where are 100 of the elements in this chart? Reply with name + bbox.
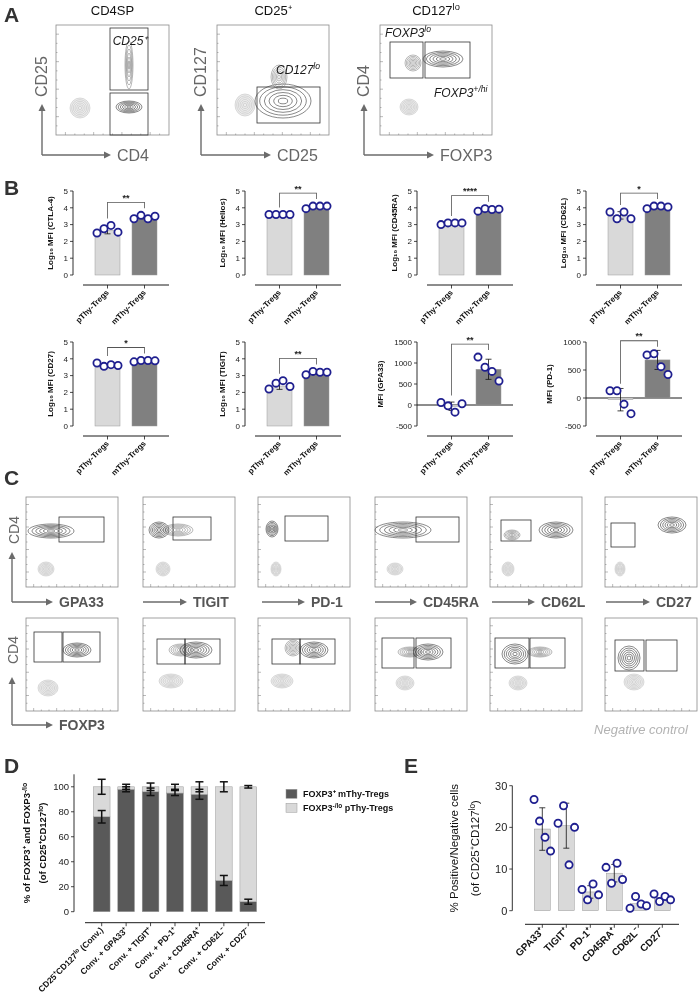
annotation: * <box>637 183 642 194</box>
text: CD4SP <box>90 2 135 18</box>
category-label: GPA33 <box>59 593 105 610</box>
y-tick-label: 30 <box>495 779 508 792</box>
text: E <box>404 754 419 777</box>
y-tick-label: 3 <box>407 220 413 230</box>
y-tick-label: 20 <box>58 881 69 893</box>
text: FOXP3$^{+/hi}$ <box>434 84 489 100</box>
category-label: CD62L <box>541 593 586 610</box>
text: CD127$^{lo}$ <box>275 61 321 77</box>
y-tick-label: 1 <box>63 405 69 414</box>
y-tick-label: 0 <box>63 906 69 918</box>
annotation: ** <box>466 334 474 345</box>
y-tick-label: 5 <box>576 186 582 196</box>
category-label: CD27 <box>656 593 693 610</box>
category-label: PD-1 <box>311 593 344 610</box>
text: CD4 <box>354 64 372 97</box>
text: CD25⁺ <box>112 34 150 48</box>
y-tick-label: 2 <box>576 237 582 247</box>
y-axis-title: Log₁₀ MFI (CD45RA) <box>390 194 400 272</box>
y-tick-label: 0 <box>63 270 69 280</box>
y-tick-label: 5 <box>235 186 241 196</box>
y-tick-label: 5 <box>63 337 69 347</box>
text: B <box>4 176 20 199</box>
y-tick-label: -500 <box>395 421 413 431</box>
y-tick-label: 1 <box>235 254 241 263</box>
text: C <box>4 466 20 489</box>
text: CD25 <box>32 55 50 97</box>
y-axis-title: MFI (PD-1) <box>545 363 555 404</box>
text: D <box>4 754 20 777</box>
y-tick-label: 4 <box>576 203 582 213</box>
y-tick-label: 5 <box>235 337 241 347</box>
category-label: CD45RA <box>423 593 480 610</box>
annotation: **** <box>462 186 478 197</box>
y-tick-label: 20 <box>495 821 508 834</box>
y-tick-label: 0 <box>501 904 508 917</box>
y-tick-label: 1500 <box>394 337 413 347</box>
y-tick-label: 2 <box>63 237 69 247</box>
y-tick-label: -500 <box>564 421 582 431</box>
y-tick-label: 10 <box>495 862 508 875</box>
y-tick-label: 4 <box>235 203 241 213</box>
y-tick-label: 1 <box>407 254 413 263</box>
text: CD4 <box>4 635 21 665</box>
y-tick-label: 500 <box>567 365 582 375</box>
y-tick-label: 4 <box>407 203 413 213</box>
y-tick-label: 4 <box>235 354 241 364</box>
legend-label: FOXP3$^{-/lo}$ pThy-Tregs <box>303 801 394 814</box>
text: ** <box>635 331 643 342</box>
y-axis-title: MFI (GPA33) <box>376 360 386 408</box>
y-tick-label: 1 <box>63 254 69 263</box>
text: CD4 <box>5 515 22 545</box>
y-tick-label: 0 <box>235 270 241 280</box>
annotation: * <box>124 337 129 348</box>
text: CD25 <box>277 146 319 164</box>
y-tick-label: 3 <box>576 220 582 230</box>
y-tick-label: 0 <box>63 421 69 431</box>
y-tick-label: 5 <box>63 186 69 196</box>
y-tick-label: 80 <box>58 806 69 818</box>
y-tick-label: 0 <box>235 421 241 431</box>
y-tick-label: 500 <box>398 379 413 389</box>
y-tick-label: 100 <box>53 781 69 793</box>
y-tick-label: 2 <box>235 237 241 247</box>
annotation: ** <box>294 348 302 359</box>
y-tick-label: 4 <box>63 203 69 213</box>
y-tick-label: 1000 <box>394 358 413 368</box>
y-tick-label: 0 <box>576 270 582 280</box>
y-tick-label: 1 <box>576 254 582 263</box>
y-axis-title: Log₁₀ MFI (CTLA-4) <box>46 195 56 270</box>
y-tick-label: 1 <box>235 405 241 414</box>
y-tick-label: 5 <box>407 186 413 196</box>
y-tick-label: 3 <box>63 371 69 381</box>
text: FOXP3 <box>59 716 106 733</box>
y-tick-label: 60 <box>58 831 69 843</box>
legend-label: FOXP3⁺ mThy-Tregs <box>303 789 390 800</box>
y-axis-title: Log₁₀ MFI (Helios) <box>218 198 228 268</box>
y-tick-label: 3 <box>235 220 241 230</box>
y-tick-label: 2 <box>63 388 69 398</box>
y-tick-label: 3 <box>235 371 241 381</box>
category-label: TIGIT <box>193 593 230 610</box>
text: Negative control <box>594 722 690 737</box>
annotation: ** <box>294 183 302 194</box>
y-tick-label: 3 <box>63 220 69 230</box>
annotation: ** <box>122 192 130 203</box>
y-axis-title: Log₁₀ MFI (CD27) <box>46 350 56 417</box>
text: CD25⁺ <box>254 2 292 18</box>
text: CD127 <box>191 47 209 97</box>
y-tick-label: 0 <box>576 393 582 403</box>
y-tick-label: 0 <box>407 270 413 280</box>
text: FOXP3 <box>440 146 493 164</box>
text: CD4 <box>117 146 150 164</box>
text: A <box>4 3 20 26</box>
y-axis-title: Log₁₀ MFI (TIGIT) <box>218 350 228 417</box>
y-tick-label: 4 <box>63 354 69 364</box>
text: FOXP3$^{lo}$ <box>385 24 432 40</box>
y-tick-label: 0 <box>407 400 413 410</box>
y-tick-label: 40 <box>58 856 69 868</box>
text: CD127$^{lo}$ <box>412 1 460 18</box>
y-axis-title: Log₁₀ MFI (CD62L) <box>559 197 569 269</box>
y-tick-label: 2 <box>235 388 241 398</box>
y-tick-label: 2 <box>407 237 413 247</box>
